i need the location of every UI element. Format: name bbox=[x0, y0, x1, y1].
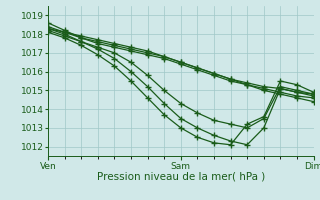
X-axis label: Pression niveau de la mer( hPa ): Pression niveau de la mer( hPa ) bbox=[97, 172, 265, 182]
